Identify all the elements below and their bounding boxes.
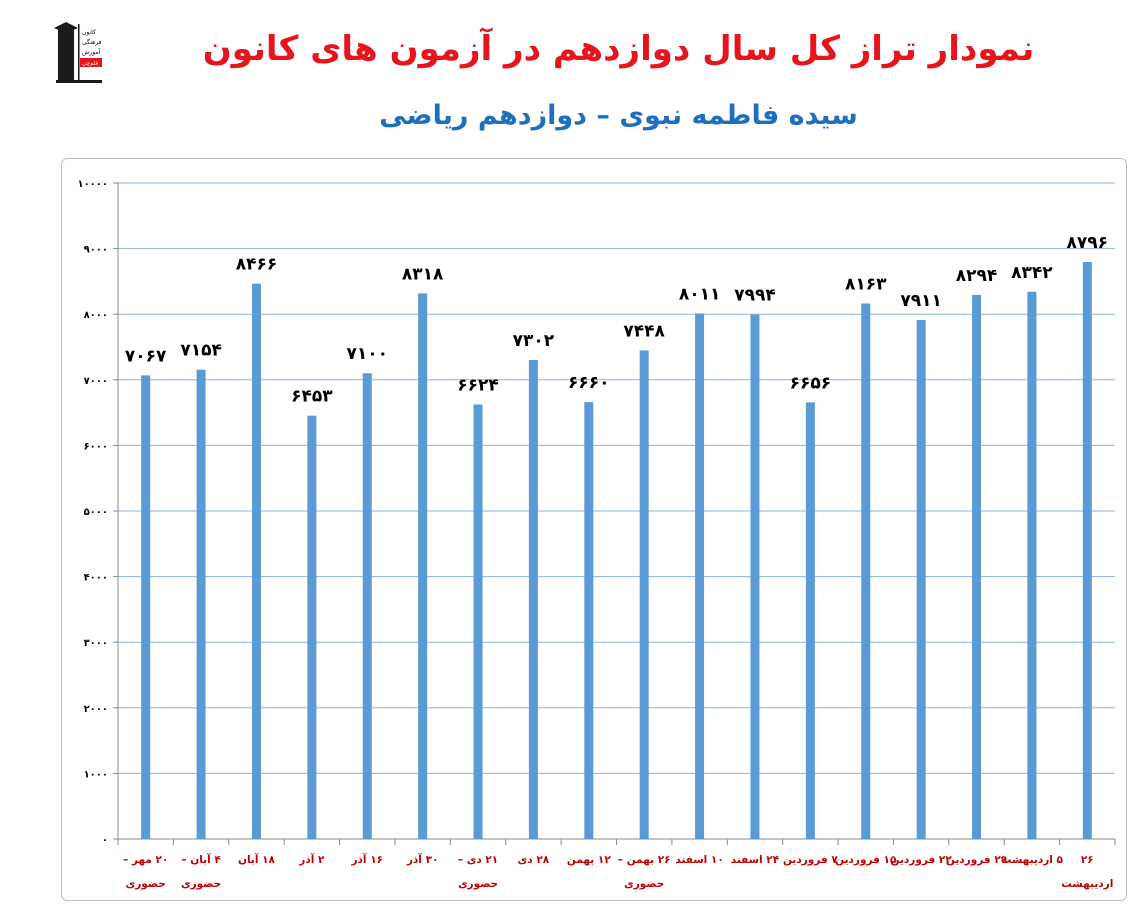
bar — [141, 375, 151, 839]
bar — [418, 293, 428, 839]
y-tick-label: ۰ — [102, 835, 108, 846]
data-label: ۷۳۰۲ — [513, 331, 555, 351]
y-tick-label: ۴۰۰۰ — [84, 573, 108, 584]
x-tick-label: ۱۸ آبان — [238, 853, 276, 866]
data-label: ۷۱۵۴ — [180, 341, 222, 361]
data-label: ۸۱۶۳ — [845, 275, 887, 295]
x-tick-label: ۱۰ اسفند — [675, 854, 723, 866]
y-tick-label: ۵۰۰۰ — [84, 507, 108, 518]
data-label: ۸۰۱۱ — [679, 284, 721, 304]
bar — [750, 314, 760, 839]
bar — [362, 373, 372, 839]
bar — [584, 402, 594, 839]
x-tick-label: ۵ اردیبهشت — [1001, 854, 1064, 866]
x-tick-label: ۲۹ فروردین — [946, 854, 1008, 866]
data-label: ۶۶۲۴ — [457, 375, 499, 395]
y-tick-label: ۷۰۰۰ — [84, 376, 108, 387]
x-tick-label: حضوری — [181, 878, 221, 890]
x-tick-label: ۲۶ بهمن – — [618, 854, 671, 866]
x-tick-label: ۱۲ بهمن — [567, 854, 611, 866]
x-tick-label: ۲۴ اسفند — [731, 854, 780, 866]
data-label: ۸۳۴۲ — [1011, 263, 1053, 283]
chart-title: نمودار تراز کل سال دوازدهم در آزمون های … — [202, 29, 1035, 69]
x-tick-label: ۲۲ فروردین — [891, 854, 953, 866]
x-tick-label: ۲ آذر — [298, 853, 325, 866]
data-label: ۷۹۱۱ — [900, 291, 942, 311]
y-tick-label: ۱۰۰۰ — [84, 769, 108, 780]
data-label: ۸۳۱۸ — [402, 264, 444, 284]
bar — [196, 369, 206, 839]
bar — [1082, 261, 1092, 839]
bar — [861, 303, 871, 839]
x-tick-label: اردیبهشت — [1061, 878, 1113, 890]
bar — [916, 320, 926, 839]
x-tick-label: ۲۱ دی – — [458, 854, 498, 866]
data-label: ۸۲۹۴ — [956, 266, 998, 286]
logo-line-3: آموزش — [82, 47, 101, 56]
kanoon-logo: کانون فرهنگی آموزش قلم‌چی — [52, 18, 106, 88]
x-tick-label: حضوری — [126, 878, 166, 890]
bar — [1027, 291, 1037, 840]
x-tick-label: حضوری — [624, 878, 664, 890]
bar — [251, 283, 261, 840]
logo-line-1: کانون — [82, 29, 96, 36]
data-label: ۶۴۵۳ — [291, 387, 333, 407]
logo-line-4: قلم‌چی — [82, 61, 98, 67]
data-label: ۷۰۶۷ — [125, 346, 167, 366]
x-tick-label: ۳۰ آذر — [406, 853, 439, 866]
bar — [528, 359, 538, 839]
x-tick-label: ۲۰ مهر – — [123, 854, 168, 866]
y-tick-label: ۸۰۰۰ — [84, 310, 108, 321]
data-label: ۶۶۵۶ — [790, 373, 832, 393]
x-tick-label: ۲۶ — [1081, 854, 1094, 866]
bar — [307, 415, 317, 839]
x-tick-label: ۱۵ فروردین — [835, 854, 897, 866]
y-tick-label: ۶۰۰۰ — [84, 441, 108, 452]
bar — [695, 313, 705, 839]
data-label: ۸۷۹۶ — [1067, 233, 1109, 253]
y-tick-label: ۱۰۰۰۰ — [77, 179, 108, 190]
y-tick-label: ۹۰۰۰ — [84, 245, 108, 256]
logo-line-2: فرهنگی — [82, 38, 102, 46]
y-tick-label: ۲۰۰۰ — [84, 704, 108, 715]
bar — [473, 404, 483, 839]
x-tick-label: حضوری — [458, 878, 498, 890]
x-tick-label: ۴ آبان – — [181, 853, 221, 866]
bar — [972, 294, 982, 840]
chart-area — [61, 158, 1127, 901]
data-label: ۷۴۴۸ — [623, 321, 665, 341]
y-tick-label: ۳۰۰۰ — [84, 638, 108, 649]
x-tick-label: ۲۸ دی — [518, 854, 550, 866]
data-label: ۷۱۰۰ — [346, 344, 388, 364]
chart-subtitle: سیده فاطمه نبوی – دوازدهم ریاضی — [379, 100, 858, 131]
x-tick-label: ۱۶ آذر — [350, 853, 383, 866]
bar — [639, 350, 649, 839]
bar — [805, 402, 815, 839]
data-label: ۸۴۶۶ — [236, 255, 278, 275]
data-label: ۶۶۶۰ — [568, 373, 610, 393]
data-label: ۷۹۹۴ — [734, 286, 776, 306]
x-tick-label: ۷ فروردین — [783, 854, 838, 866]
